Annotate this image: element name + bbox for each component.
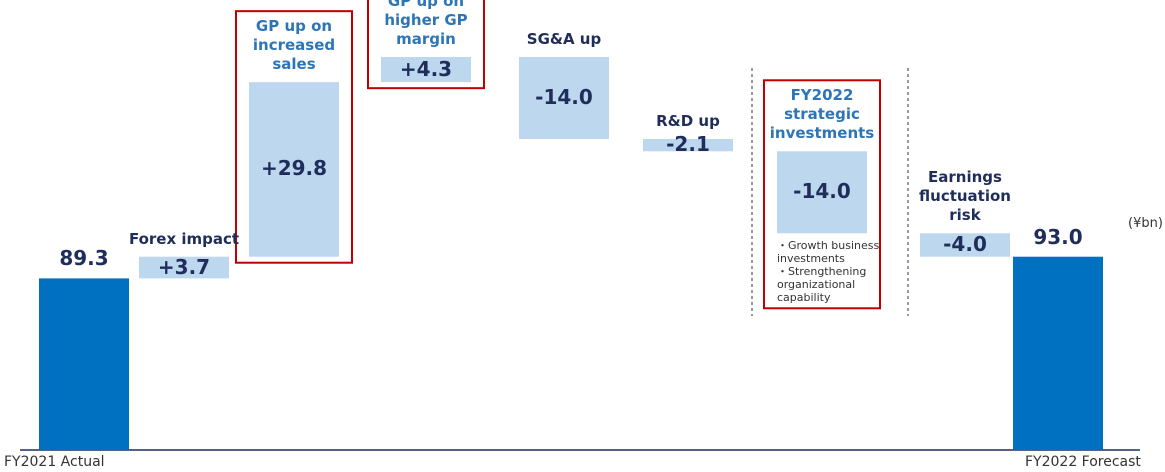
unit-label: (¥bn): [1128, 216, 1163, 231]
bar: [139, 256, 229, 279]
value-label: -2.1: [666, 132, 710, 157]
value-label: 89.3: [59, 246, 109, 271]
highlight-box: [763, 79, 881, 310]
value-label: -14.0: [535, 84, 593, 109]
value-label: -14.0: [793, 179, 851, 204]
category-label: Earnings fluctuation risk: [919, 168, 1011, 225]
bar: [519, 56, 609, 139]
category-label: SG&A up: [526, 29, 602, 48]
x-tick-label: FY2021 Actual: [4, 454, 105, 470]
bar: [643, 138, 733, 152]
note-line: ・Strengthening organizational capability: [777, 265, 867, 305]
highlight-box: [235, 10, 353, 264]
bar: [381, 56, 471, 83]
value-label: +29.8: [260, 156, 328, 181]
bar: [249, 82, 339, 257]
highlight-box: [367, 0, 485, 90]
x-tick-label: FY2022 Forecast: [1025, 454, 1141, 470]
category-label: Forex impact: [128, 229, 240, 248]
category-label: FY2022 strategic investments: [769, 86, 875, 143]
category-label: R&D up: [656, 111, 720, 130]
bar: [777, 151, 867, 234]
value-label: -4.0: [943, 232, 987, 256]
bar: [1013, 256, 1103, 450]
bar: [39, 278, 129, 450]
value-label: 93.0: [1033, 224, 1083, 249]
value-label: +4.3: [399, 56, 453, 81]
note-line: ・Growth business investments: [777, 239, 880, 266]
bar: [920, 233, 1010, 257]
value-label: +3.7: [157, 254, 211, 279]
category-label: GP up on higher GP margin: [384, 0, 468, 48]
category-label: GP up on increased sales: [252, 17, 336, 74]
